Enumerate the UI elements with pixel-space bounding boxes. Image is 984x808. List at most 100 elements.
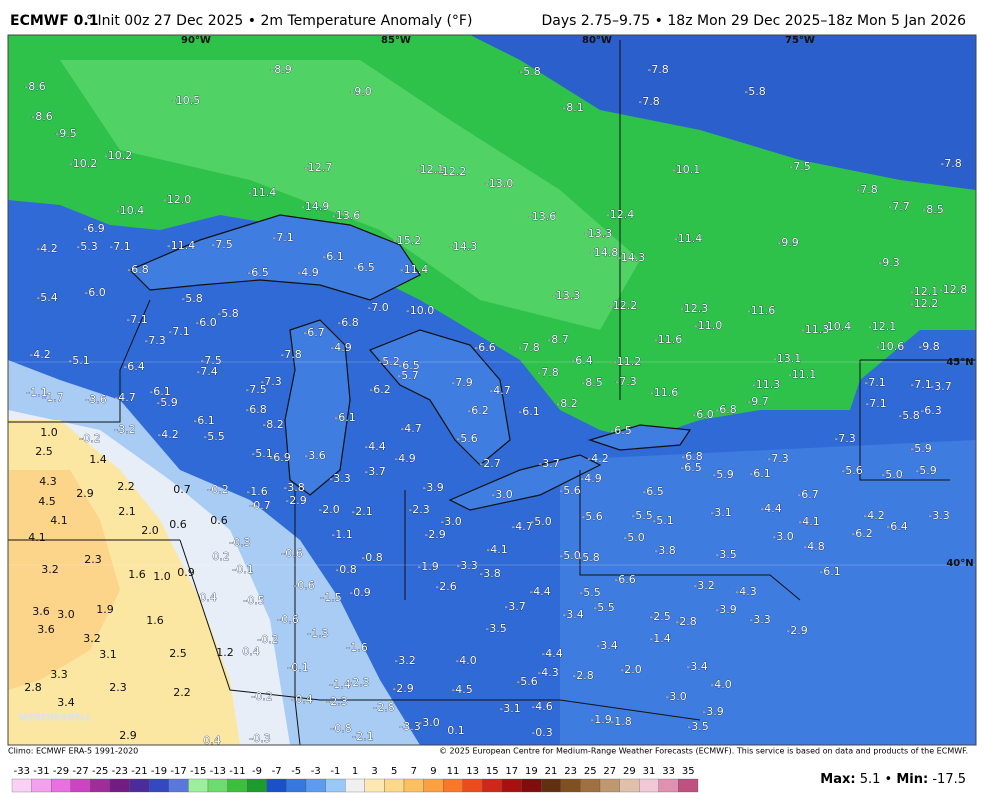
anomaly-label: -13.3	[584, 227, 612, 240]
anomaly-label: 2.2	[117, 480, 135, 493]
anomaly-label: -5.0	[559, 549, 580, 562]
anomaly-label: -6.3	[920, 404, 941, 417]
anomaly-label: -5.2	[378, 355, 399, 368]
max-value: 5.1	[860, 772, 881, 787]
anomaly-label: -6.9	[83, 222, 104, 235]
colorbar-swatch	[658, 778, 679, 793]
anomaly-label: -13.6	[332, 209, 360, 222]
anomaly-label: 0.6	[169, 518, 187, 531]
anomaly-label: -6.1	[322, 250, 343, 263]
colorbar-swatch	[580, 778, 601, 793]
anomaly-label: 4.5	[38, 495, 56, 508]
anomaly-label: -5.8	[519, 65, 540, 78]
colorbar-label: 11	[447, 766, 460, 777]
colorbar-swatch	[678, 778, 699, 793]
anomaly-label: -0.9	[349, 586, 370, 599]
anomaly-label: -9.5	[55, 127, 76, 140]
anomaly-label: -9.9	[777, 236, 798, 249]
anomaly-label: -6.4	[886, 520, 907, 533]
anomaly-label: -3.3	[329, 472, 350, 485]
anomaly-label: -3.0	[665, 690, 686, 703]
anomaly-label: -3.7	[504, 600, 525, 613]
anomaly-label: -7.1	[109, 240, 130, 253]
anomaly-label: -6.0	[692, 408, 713, 421]
anomaly-label: -4.8	[803, 540, 824, 553]
colorbar-label: -27	[72, 766, 88, 777]
lake-superior	[128, 214, 421, 301]
colorbar-label: 13	[466, 766, 479, 777]
anomaly-label: -7.0	[367, 301, 388, 314]
colorbar-label: -31	[33, 766, 49, 777]
anomaly-label: -10.4	[116, 204, 144, 217]
anomaly-label: 0.4	[242, 645, 260, 658]
colorbar-label: -5	[291, 766, 301, 777]
colorbar-label: -23	[112, 766, 128, 777]
anomaly-label: -13.0	[485, 177, 513, 190]
anomaly-label: -1.3	[307, 627, 328, 640]
separator: •	[885, 772, 893, 787]
colorbar-swatch	[599, 778, 620, 793]
colorbar-label: -13	[210, 766, 226, 777]
colorbar-swatch	[521, 778, 542, 793]
anomaly-label: -8.5	[581, 376, 602, 389]
anomaly-label: -0.6	[277, 613, 298, 626]
anomaly-label: -3.2	[693, 579, 714, 592]
anomaly-label: -3.4	[686, 660, 707, 673]
anomaly-label: -0.3	[229, 536, 250, 549]
anomaly-label: -3.5	[715, 548, 736, 561]
anomaly-label: -3.7	[538, 457, 559, 470]
anomaly-label: -9.0	[350, 85, 371, 98]
anomaly-label: -8.6	[31, 110, 52, 123]
colorbar-label: 35	[682, 766, 695, 777]
anomaly-label: -0.2	[79, 432, 100, 445]
anomaly-label: -3.3	[399, 720, 420, 733]
lon-label: 80°W	[582, 35, 612, 46]
lon-label: 75°W	[785, 35, 815, 46]
anomaly-label: -4.4	[541, 647, 562, 660]
anomaly-label: -3.3	[456, 559, 477, 572]
anomaly-label: 0.4	[203, 734, 221, 747]
anomaly-label: -6.5	[610, 424, 631, 437]
colorbar-swatch	[560, 778, 581, 793]
anomaly-label: -6.8	[681, 450, 702, 463]
anomaly-label: -3.8	[479, 567, 500, 580]
colorbar-swatch	[462, 778, 483, 793]
anomaly-label: -6.1	[819, 565, 840, 578]
anomaly-label: -6.5	[680, 461, 701, 474]
anomaly-label: -3.0	[491, 488, 512, 501]
anomaly-label: -7.3	[615, 375, 636, 388]
colorbar-swatch	[266, 778, 287, 793]
anomaly-label: -11.2	[613, 355, 641, 368]
colorbar-swatch	[70, 778, 91, 793]
anomaly-label: -7.3	[834, 432, 855, 445]
anomaly-label: -3.3	[928, 509, 949, 522]
anomaly-label: -8.2	[262, 418, 283, 431]
anomaly-label: -4.6	[531, 700, 552, 713]
anomaly-label: 4.1	[28, 531, 46, 544]
anomaly-label: -12.4	[606, 208, 634, 221]
anomaly-label: -3.3	[749, 613, 770, 626]
anomaly-label: -3.8	[654, 544, 675, 557]
lat-label: 45°N	[946, 357, 973, 368]
anomaly-label: -5.0	[623, 531, 644, 544]
colorbar-label: 1	[352, 766, 358, 777]
anomaly-label: -6.6	[474, 341, 495, 354]
anomaly-label: -1.1	[331, 528, 352, 541]
anomaly-label: -7.8	[537, 366, 558, 379]
stats: Max: 5.1 • Min: -17.5	[820, 772, 966, 787]
anomaly-label: -6.2	[467, 404, 488, 417]
anomaly-label: -6.5	[247, 266, 268, 279]
colorbar-label: 33	[662, 766, 675, 777]
colorbar-label: 3	[371, 766, 377, 777]
anomaly-label: -11.0	[694, 319, 722, 332]
anomaly-label: -5.4	[36, 291, 57, 304]
anomaly-label: -4.0	[455, 654, 476, 667]
anomaly-label: -0.4	[291, 693, 312, 706]
colorbar-label: -19	[151, 766, 167, 777]
anomaly-label: -3.4	[596, 639, 617, 652]
anomaly-label: -0.3	[531, 726, 552, 739]
anomaly-label: 1.4	[89, 453, 107, 466]
anomaly-label: -12.7	[304, 161, 332, 174]
anomaly-label: -8.6	[24, 80, 45, 93]
